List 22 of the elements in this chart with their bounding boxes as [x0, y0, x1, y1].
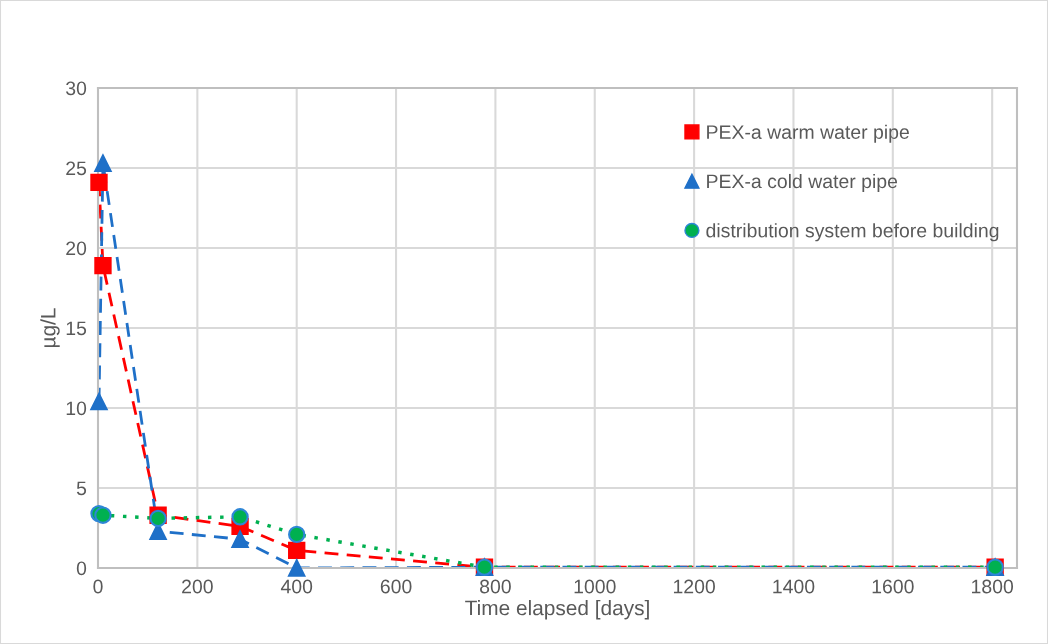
x-tick-label: 1400: [773, 579, 815, 594]
legend-label: PEX-a warm water pipe: [707, 124, 909, 143]
x-tick-label: 1000: [574, 579, 616, 594]
x-tick-label: 200: [182, 579, 213, 594]
y-tick-label: 10: [66, 401, 87, 416]
x-tick-label: 0: [93, 579, 103, 594]
x-tick-label: 800: [480, 579, 511, 594]
y-tick-label: 20: [66, 241, 87, 256]
x-axis-title: Time elapsed [days]: [465, 600, 649, 620]
legend-label: PEX-a cold water pipe: [707, 173, 898, 193]
y-tick-label: 15: [66, 321, 87, 336]
x-tick-label: 1200: [673, 579, 715, 594]
x-tick-label: 400: [280, 579, 313, 594]
x-tick-label: 600: [380, 579, 412, 594]
y-tick-label: 25: [66, 161, 87, 176]
y-axis-title: µg/L: [40, 308, 60, 348]
y-tick-label: 30: [66, 81, 87, 96]
x-tick-label: 1800: [972, 579, 1014, 594]
x-tick-label: 1600: [872, 579, 914, 594]
y-tick-label: 5: [76, 481, 87, 496]
legend-label: distribution system before building: [706, 223, 999, 242]
y-tick-label: 0: [76, 561, 87, 576]
